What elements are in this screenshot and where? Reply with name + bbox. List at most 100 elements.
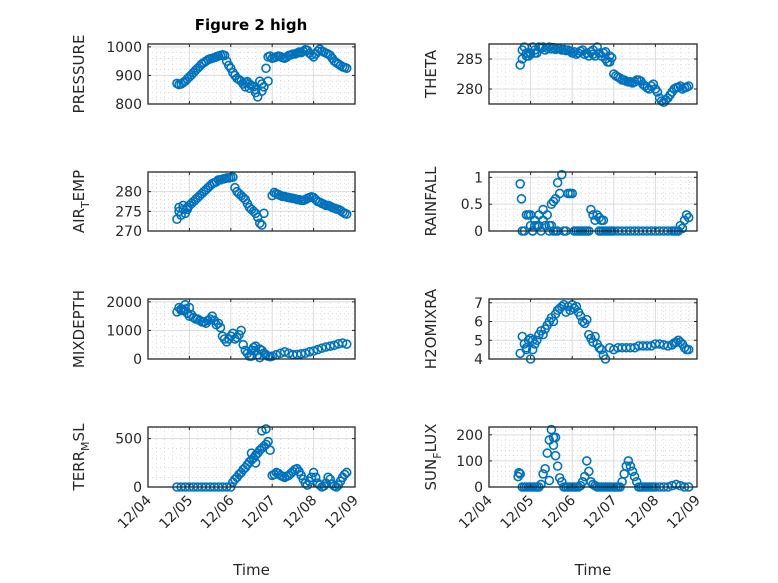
data-point xyxy=(532,335,542,346)
y-tick-label: 6 xyxy=(474,315,483,331)
data-point xyxy=(176,305,186,316)
data-point xyxy=(310,472,321,483)
data-point xyxy=(652,87,663,97)
data-point xyxy=(246,351,257,361)
y-tick-label: 275 xyxy=(115,204,142,220)
data-point xyxy=(306,472,317,483)
data-point xyxy=(219,50,230,61)
data-point xyxy=(182,204,193,215)
data-point xyxy=(584,466,594,477)
y-axis-label: RAINFALL xyxy=(422,166,440,237)
data-series xyxy=(172,44,352,102)
data-point xyxy=(246,448,257,458)
data-point xyxy=(671,337,682,347)
subplot-rainfall: 0 0.5 1 RAINFALL xyxy=(422,166,698,240)
data-point xyxy=(527,335,538,346)
data-point xyxy=(598,215,609,226)
subplot-terr-msl: 0 500 12/04 12/05 12/06 12/07 12/08 12/09 Time TE… xyxy=(70,423,362,579)
data-point xyxy=(567,188,578,199)
x-axis-label: Time xyxy=(574,561,612,579)
data-point xyxy=(215,322,226,333)
data-point xyxy=(228,172,238,182)
y-tick-label: 0.5 xyxy=(461,197,483,213)
data-point xyxy=(515,179,526,189)
y-tick-label: 285 xyxy=(456,52,483,68)
x-tick-label: 12/09 xyxy=(664,493,704,533)
data-point xyxy=(623,456,634,466)
data-point xyxy=(323,472,333,483)
y-tick-label: 900 xyxy=(115,68,142,84)
data-point xyxy=(525,333,536,344)
subplot-h2omixra: 4 5 6 7 H2OMIXRA xyxy=(422,288,698,369)
x-tick-label: 12/04 xyxy=(115,492,155,532)
axes-box xyxy=(147,426,356,488)
data-point xyxy=(180,304,191,314)
data-point xyxy=(341,467,352,478)
axes-box xyxy=(147,298,356,360)
data-series xyxy=(515,42,694,107)
x-tick-label: 12/08 xyxy=(281,493,321,533)
data-point xyxy=(254,218,265,228)
axes-box xyxy=(488,43,698,105)
y-tick-label: 7 xyxy=(474,296,483,312)
data-point xyxy=(257,220,267,230)
data-point xyxy=(525,49,536,60)
data-point xyxy=(548,196,559,207)
axes-box xyxy=(488,298,698,360)
data-point xyxy=(516,194,527,204)
y-axis-label: SUNFLUX xyxy=(422,424,444,491)
data-point xyxy=(604,57,615,67)
data-point xyxy=(556,169,567,180)
data-point xyxy=(263,436,273,447)
data-point xyxy=(521,342,532,353)
y-tick-label: 0 xyxy=(474,480,483,496)
data-point xyxy=(600,46,611,57)
data-point xyxy=(552,177,563,188)
axes-box xyxy=(147,171,356,232)
data-point xyxy=(550,432,561,443)
data-point xyxy=(337,338,348,348)
data-point xyxy=(621,461,632,471)
data-point xyxy=(538,329,548,340)
data-point xyxy=(594,342,605,353)
y-tick-label: 500 xyxy=(115,432,142,448)
data-point xyxy=(515,469,526,479)
data-point xyxy=(586,204,596,215)
data-point xyxy=(588,45,598,55)
data-point xyxy=(298,46,309,56)
data-point xyxy=(552,461,563,471)
data-point xyxy=(571,301,582,312)
data-point xyxy=(513,471,523,482)
data-series xyxy=(172,172,352,230)
data-point xyxy=(625,461,636,471)
data-point xyxy=(538,215,548,226)
data-point xyxy=(683,81,694,91)
data-point xyxy=(300,348,311,359)
y-tick-label: 1 xyxy=(474,170,483,186)
data-point xyxy=(265,445,275,456)
axes-box xyxy=(488,426,698,488)
y-axis-label: H2OMIXRA xyxy=(422,288,440,369)
x-tick-label: 12/09 xyxy=(322,493,362,533)
x-axis-label: Time xyxy=(232,561,270,579)
data-point xyxy=(581,456,592,466)
y-tick-label: 0 xyxy=(133,480,142,496)
data-point xyxy=(250,458,261,468)
data-point xyxy=(536,479,546,490)
data-point xyxy=(339,469,350,480)
subplot-sun-flux: 0 100 200 12/04 12/05 12/06 12/07 12/08 12/09 Tim… xyxy=(422,424,704,579)
x-tick-label: 12/07 xyxy=(239,493,279,533)
data-point xyxy=(627,466,638,477)
data-point xyxy=(184,302,195,313)
y-tick-label: 2000 xyxy=(106,295,142,311)
data-point xyxy=(529,220,540,231)
data-point xyxy=(312,344,323,355)
y-axis-label: TERRMSL xyxy=(70,423,92,492)
y-tick-label: 200 xyxy=(456,428,483,444)
x-tick-label: 12/05 xyxy=(156,493,196,533)
y-tick-label: 800 xyxy=(115,97,142,113)
data-point xyxy=(308,346,319,356)
data-point xyxy=(238,339,249,350)
subplot-pressure: 800 900 1000 PRESSURE xyxy=(70,35,356,113)
